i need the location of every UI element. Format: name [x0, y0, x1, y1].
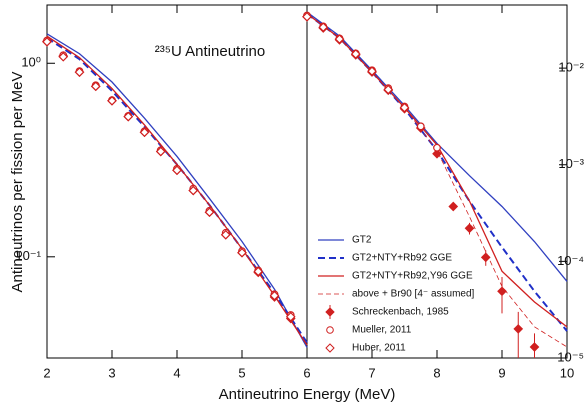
data-point: [123, 111, 134, 122]
data-point: [269, 290, 280, 301]
data-point: [302, 11, 312, 22]
legend-label: Huber, 2011: [352, 343, 406, 354]
data-point: [58, 51, 69, 62]
legend-label: Schreckenbach, 1985: [352, 307, 449, 318]
data-point: [74, 67, 85, 77]
x-tick-label: 2: [43, 365, 50, 380]
data-point: [416, 122, 425, 131]
data-point: [367, 66, 377, 77]
data-point: [90, 81, 101, 92]
data-point: [350, 49, 361, 59]
data-point: [529, 342, 540, 352]
y-tick-label: 10⁻⁴: [557, 253, 584, 268]
data-point: [464, 223, 475, 234]
y-tick-label: 10⁰: [21, 55, 41, 70]
y-axis-label: Antineutrinos per fission per MeV: [9, 72, 26, 293]
series-line: [46, 37, 308, 344]
data-point: [42, 37, 52, 47]
data-point: [497, 286, 507, 297]
y-tick-label: 10⁻¹: [15, 248, 41, 263]
data-point: [334, 34, 345, 44]
x-tick-label: 4: [173, 365, 180, 380]
series-line: [46, 35, 308, 346]
series-line: [46, 35, 308, 346]
data-point: [383, 84, 394, 95]
data-point: [399, 102, 410, 113]
y-tick-label: 10⁻²: [558, 60, 584, 75]
data-point: [480, 252, 491, 263]
x-tick-label: 6: [303, 365, 310, 380]
legend-label: GT2+NTY+Rb92 GGE: [352, 253, 452, 264]
series-line: [306, 13, 568, 348]
x-tick-label: 3: [108, 365, 115, 380]
x-axis-label: Antineutrino Energy (MeV): [219, 386, 396, 403]
data-point: [285, 311, 296, 322]
data-point: [155, 146, 166, 157]
data-point: [204, 207, 215, 218]
legend-marker: [326, 326, 334, 334]
chart-title: ²³⁵U Antineutrino: [155, 43, 265, 60]
data-point: [220, 229, 231, 240]
data-point: [253, 266, 264, 277]
x-tick-label: 7: [368, 365, 375, 380]
legend-label: above + Br90 [4⁻ assumed]: [352, 289, 475, 300]
x-tick-label: 10: [560, 365, 574, 380]
data-point: [172, 165, 182, 176]
data-point: [107, 95, 117, 106]
series-line: [46, 33, 308, 348]
data-point: [318, 22, 329, 33]
y-tick-label: 10⁻³: [558, 156, 584, 171]
data-point: [433, 143, 441, 152]
data-point: [432, 148, 442, 159]
data-point: [237, 247, 247, 258]
y-tick-label: 10⁻⁵: [557, 349, 584, 364]
legend-label: GT2: [352, 235, 372, 246]
legend-label: GT2+NTY+Rb92,Y96 GGE: [352, 271, 473, 282]
series-line: [306, 12, 568, 332]
legend-marker: [325, 343, 335, 353]
data-point: [139, 127, 150, 138]
data-point: [513, 324, 524, 334]
x-tick-label: 9: [498, 365, 505, 380]
data-point: [188, 185, 199, 196]
legend-label: Mueller, 2011: [352, 325, 412, 336]
x-tick-label: 8: [433, 365, 440, 380]
x-tick-label: 5: [238, 365, 245, 380]
data-point: [448, 201, 459, 212]
series-line: [306, 11, 568, 282]
